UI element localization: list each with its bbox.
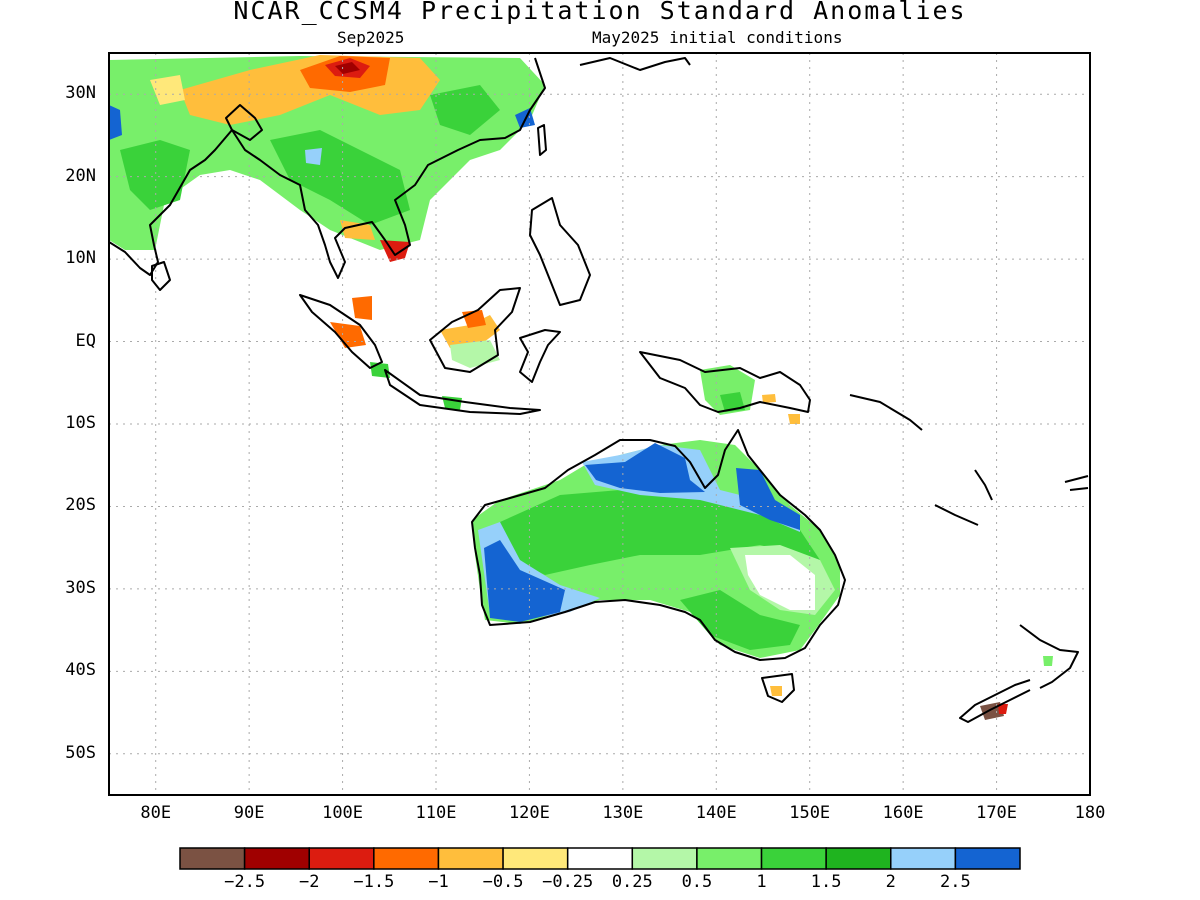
australia-white-patch (745, 555, 815, 610)
latitude-label: 10N (65, 248, 96, 269)
map-frame (108, 52, 1091, 796)
borneo-green (450, 340, 500, 368)
asia-darkgreen-patch (270, 130, 410, 225)
red-indochina (380, 240, 410, 262)
colorbar-swatch (631, 847, 698, 870)
colorbar-swatch (954, 847, 1021, 870)
colorbar-label: −2.5 (224, 872, 266, 892)
coastline-sulawesi (519, 329, 561, 383)
nz-red-patch (998, 704, 1008, 714)
colorbar-label: 2.5 (940, 872, 971, 892)
lightblue-patch (305, 148, 322, 165)
colorbar-swatch (179, 847, 246, 870)
png-orange (788, 414, 800, 424)
longitude-label: 80E (140, 803, 172, 823)
latitude-label: EQ (75, 330, 96, 351)
coastline-nz-north (1019, 624, 1079, 689)
latitude-label: 30S (65, 577, 96, 598)
colorbar-label: −1.5 (353, 872, 395, 892)
longitude-label: 150E (789, 803, 831, 823)
longitude-label: 140E (695, 803, 737, 823)
colorbar-swatch (308, 847, 375, 870)
chart-title: NCAR_CCSM4 Precipitation Standard Anomal… (233, 0, 967, 25)
sumatra-orange (352, 296, 372, 320)
orange-indochina (340, 220, 375, 240)
coastline-sri-lanka (151, 261, 171, 291)
longitude-label: 110E (415, 803, 457, 823)
coastline-nz-south (959, 679, 1031, 723)
blue-patch-india-west (109, 105, 122, 140)
longitude-label: 130E (602, 803, 644, 823)
coastline-australia (471, 429, 846, 661)
longitude-label: 170E (976, 803, 1018, 823)
colorbar-label: 0.25 (611, 872, 653, 892)
latitude-label: 30N (65, 83, 96, 104)
australia-darkgreen-band (500, 490, 820, 575)
coastline-solomons (849, 394, 923, 431)
latitude-label: 10S (65, 413, 96, 433)
australia-blue-north (585, 443, 705, 493)
colorbar-label: 1 (756, 872, 767, 892)
australia-blue-cape (736, 468, 800, 530)
coastline-java (384, 369, 541, 415)
coastline-asia (109, 57, 546, 279)
colorbar-label: −0.25 (542, 872, 594, 892)
latitude-label: 20N (65, 165, 96, 186)
coastline-fiji (1064, 475, 1089, 491)
asia-darkgreen-patch (430, 85, 500, 135)
colorbar-swatch (437, 847, 504, 870)
new-guinea-darkgreen (720, 392, 745, 412)
colorbar (179, 847, 1021, 870)
colorbar-label: −1 (428, 872, 449, 892)
png-orange (762, 394, 776, 403)
colorbar-swatch (502, 847, 569, 870)
colorbar-swatch (696, 847, 763, 870)
coastline-tasmania (761, 673, 795, 703)
latitude-label: 20S (65, 495, 96, 516)
latitude-label: 40S (65, 660, 96, 681)
coastline-philippines (529, 197, 591, 306)
colorbar-label: 1.5 (810, 872, 842, 892)
colorbar-label: −2 (298, 872, 320, 892)
colorbar-swatch (373, 847, 440, 870)
graticule (109, 53, 1090, 795)
colorbar-swatch (890, 847, 957, 870)
colorbar-label: 0.5 (681, 872, 713, 892)
coastline-borneo (429, 287, 521, 373)
colorbar-swatch (566, 847, 634, 870)
tibet-darkred-core (335, 62, 360, 74)
sumatra-orange (330, 322, 366, 348)
australia-darkgreen-south (680, 590, 800, 650)
coastline-sumatra (299, 294, 383, 369)
colorbar-swatch (243, 847, 310, 870)
tasmania-orange (770, 686, 782, 696)
latitude-label: 50S (65, 742, 96, 763)
coastlines (109, 57, 1089, 723)
coastline-new-guinea (639, 351, 811, 413)
asia-darkgreen-patch (120, 140, 190, 210)
colorbar-swatch (825, 847, 892, 870)
coastline-new-caledonia (934, 504, 979, 526)
colorbar-swatch (760, 847, 827, 870)
longitude-label: 160E (882, 803, 924, 823)
longitude-label: 90E (233, 803, 265, 823)
anomaly-field (109, 55, 1053, 720)
longitude-label: 100E (322, 803, 364, 823)
forecast-month: Sep2025 (337, 28, 405, 47)
colorbar-label: 2 (885, 872, 896, 892)
initial-conditions: May2025 initial conditions (592, 28, 843, 47)
colorbar-label: −0.5 (482, 872, 524, 892)
coastline-taiwan (537, 124, 547, 156)
yellow-patch (150, 75, 185, 105)
nz-green-patch (1043, 656, 1053, 666)
australia-blue-west (484, 540, 565, 622)
coastline-vanuatu (974, 469, 993, 501)
coastline-japan (579, 57, 691, 71)
longitude-label: 120E (508, 803, 550, 823)
longitude-label: 180 (1074, 803, 1106, 823)
coastline-burma (225, 104, 263, 141)
